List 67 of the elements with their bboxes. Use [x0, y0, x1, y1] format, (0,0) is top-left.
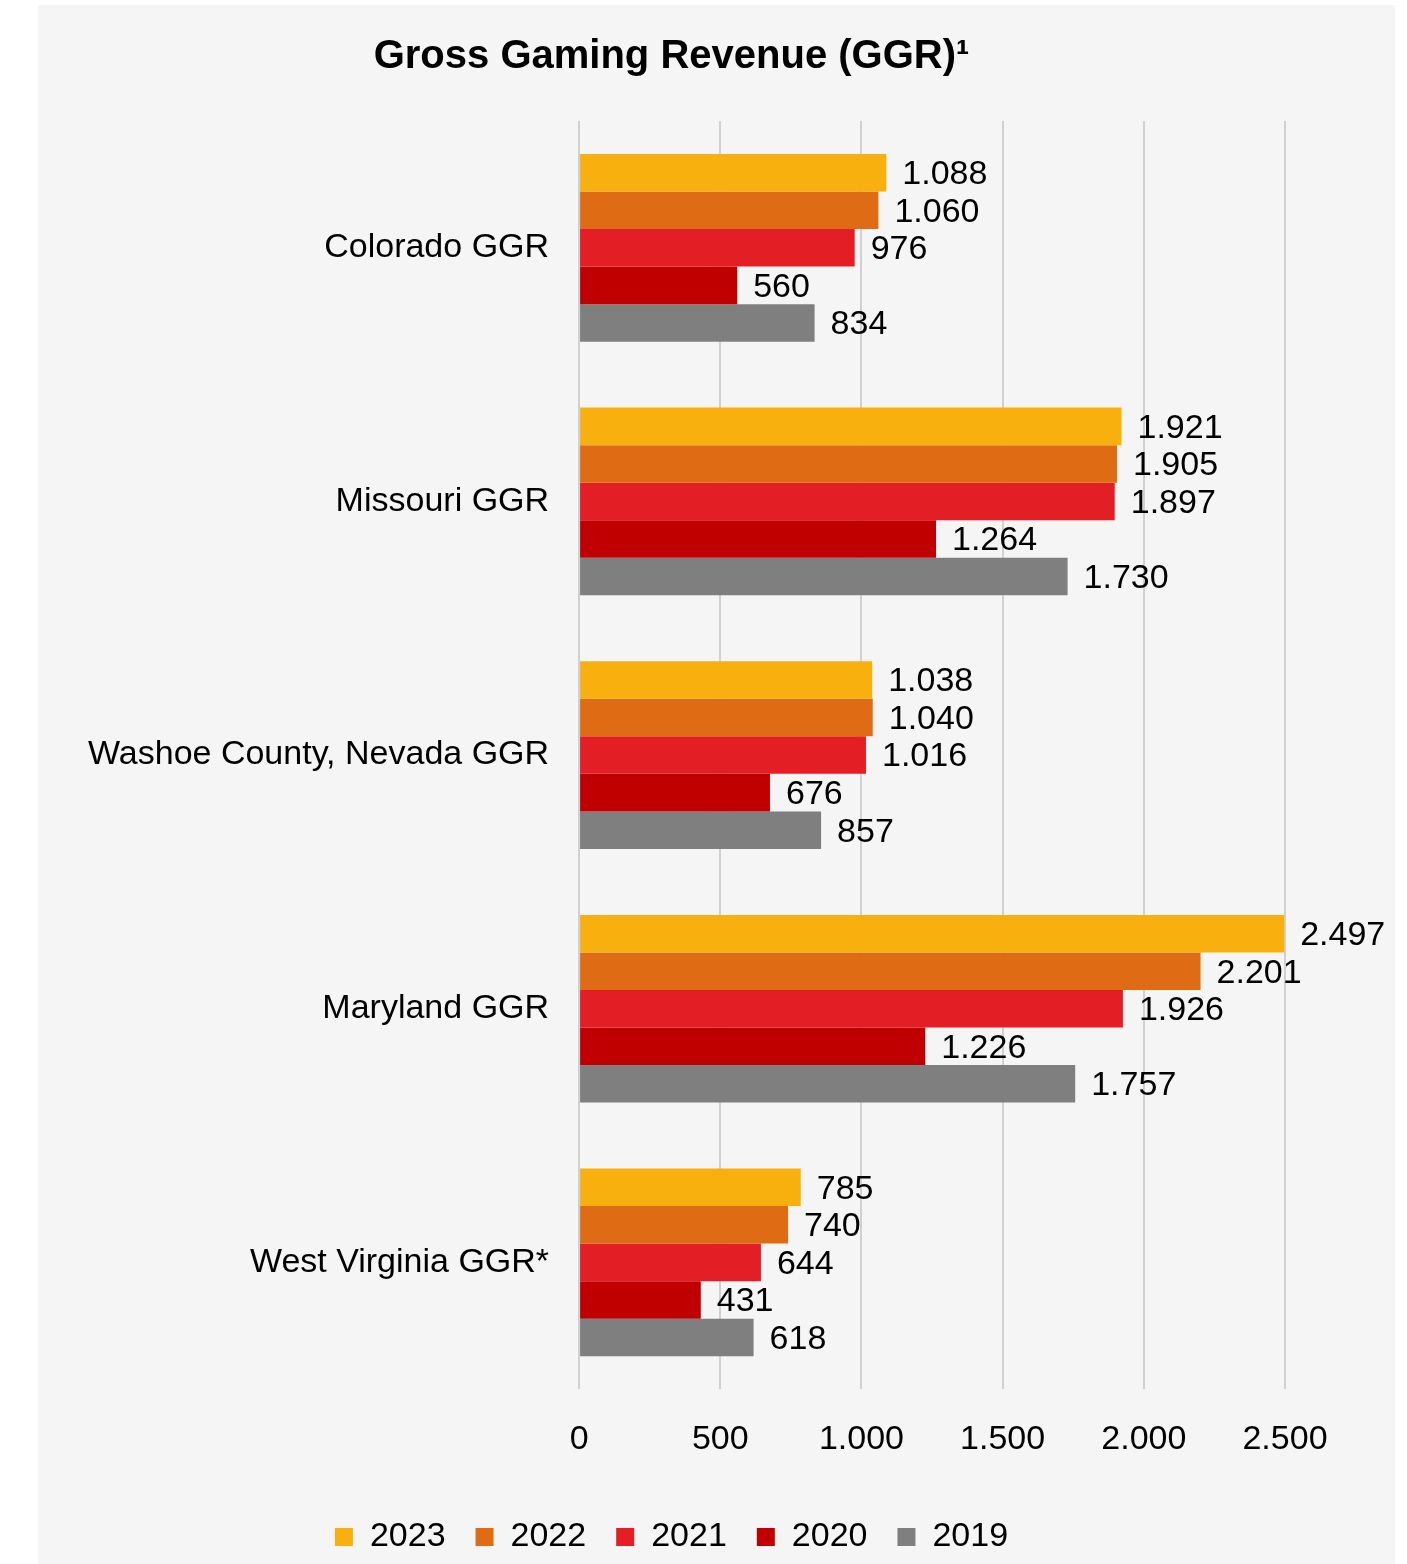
bar [580, 811, 822, 849]
bar [580, 1318, 754, 1357]
bar [580, 445, 1117, 483]
data-label: 1.926 [1138, 989, 1225, 1028]
data-label: 1.088 [902, 153, 988, 192]
bar [580, 1281, 701, 1319]
data-label: 2.201 [1216, 951, 1302, 990]
data-label: 618 [769, 1317, 827, 1356]
bar [580, 191, 879, 230]
data-label: 1.905 [1132, 444, 1219, 483]
chart-title: Gross Gaming Revenue (GGR)¹ [373, 32, 970, 77]
legend-label: 2019 [932, 1515, 1009, 1554]
data-label: 1.264 [952, 519, 1038, 558]
data-label: 1.040 [888, 697, 974, 736]
bar [580, 773, 770, 812]
legend-label: 2021 [651, 1515, 727, 1554]
bar [580, 661, 873, 699]
data-label: 1.060 [894, 190, 980, 229]
data-label: 1.897 [1130, 481, 1216, 520]
bar [580, 736, 866, 774]
data-label: 560 [753, 265, 810, 304]
bar [580, 1206, 789, 1244]
bar [580, 482, 1115, 521]
legend-label: 2023 [369, 1515, 446, 1554]
data-label: 1.730 [1083, 556, 1169, 595]
bar [580, 952, 1201, 990]
data-label: 857 [837, 810, 894, 849]
data-label: 740 [804, 1205, 861, 1244]
data-label: 834 [830, 303, 888, 342]
bar [580, 304, 815, 342]
bar [580, 1243, 761, 1282]
data-label: 1.757 [1091, 1064, 1177, 1103]
data-label: 431 [716, 1280, 774, 1319]
bar [580, 229, 855, 267]
data-label: 676 [785, 773, 843, 812]
bar [580, 1065, 1076, 1103]
bar [580, 1168, 801, 1207]
data-label: 644 [776, 1242, 834, 1281]
data-label: 1.226 [941, 1026, 1027, 1065]
y-tick-label: West Virginia GGR* [249, 1240, 550, 1279]
data-label: 1.921 [1137, 406, 1223, 445]
x-tick-label: 2.000 [1101, 1417, 1187, 1456]
y-tick-label: Washoe County, Nevada GGR [88, 733, 550, 772]
bar [580, 266, 738, 305]
x-tick-label: 0 [569, 1417, 589, 1456]
data-label: 785 [816, 1167, 874, 1206]
bar [580, 407, 1122, 446]
bar [580, 698, 873, 737]
bar [580, 914, 1285, 953]
legend-label: 2020 [791, 1515, 868, 1554]
y-tick-label: Colorado GGR [324, 226, 550, 265]
bar [580, 557, 1068, 596]
y-tick-label: Maryland GGR [322, 987, 550, 1026]
bar [580, 153, 887, 192]
y-tick-label: Missouri GGR [335, 479, 550, 518]
x-tick-label: 2.500 [1242, 1417, 1328, 1456]
legend-label: 2022 [510, 1515, 587, 1554]
data-label: 2.497 [1300, 914, 1386, 953]
data-label: 1.038 [888, 660, 974, 699]
data-label: 976 [870, 228, 928, 267]
x-tick-label: 1.000 [818, 1417, 904, 1456]
bar [580, 1027, 926, 1066]
x-tick-label: 500 [691, 1417, 749, 1456]
x-tick-label: 1.500 [960, 1417, 1046, 1456]
data-label: 1.016 [881, 735, 968, 774]
bar [580, 989, 1123, 1028]
bar [580, 520, 936, 558]
